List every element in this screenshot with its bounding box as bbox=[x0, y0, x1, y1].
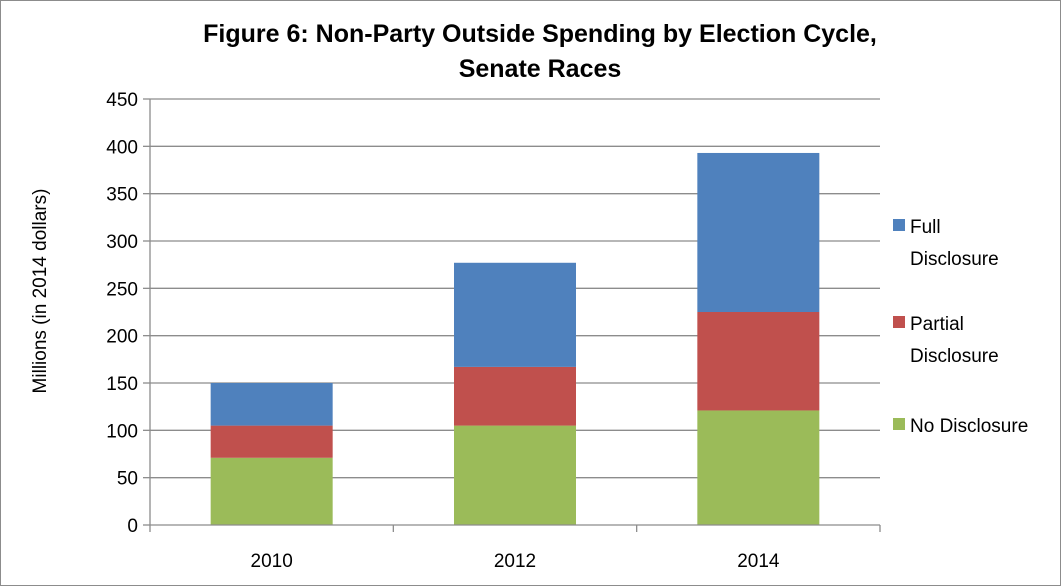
bar-full-disclosure-2012 bbox=[454, 262, 576, 367]
y-tick-label: 50 bbox=[117, 469, 138, 490]
legend-swatch bbox=[893, 219, 905, 231]
legend-item-no-disclosure: No Disclosure bbox=[893, 416, 1028, 437]
legend-swatch bbox=[893, 316, 905, 328]
chart-title-line-2: Senate Races bbox=[459, 55, 622, 83]
bar-partial-disclosure-2014 bbox=[697, 312, 820, 411]
axes-group bbox=[143, 98, 881, 532]
bar-no-disclosure-2010 bbox=[210, 457, 333, 525]
bar-partial-disclosure-2012 bbox=[454, 366, 576, 426]
y-tick-label: 300 bbox=[106, 232, 138, 253]
x-tick-label: 2014 bbox=[737, 551, 780, 572]
y-tick-label: 0 bbox=[127, 516, 138, 537]
legend-swatch bbox=[893, 418, 905, 430]
bars-group bbox=[210, 152, 820, 525]
y-tick-label: 150 bbox=[106, 374, 138, 395]
y-tick-labels: 0 50 100 150 200 250 300 350 400 450 bbox=[106, 90, 138, 537]
legend-label: Full bbox=[910, 217, 941, 238]
legend: Full Disclosure Partial Disclosure No Disclo… bbox=[893, 217, 1028, 437]
legend-item-partial-disclosure: Partial Disclosure bbox=[893, 314, 999, 367]
y-tick-label: 400 bbox=[106, 137, 138, 158]
x-tick-label: 2012 bbox=[494, 551, 536, 572]
y-tick-label: 250 bbox=[106, 279, 138, 300]
bar-no-disclosure-2012 bbox=[454, 425, 576, 525]
chart-title-line-1: Figure 6: Non-Party Outside Spending by … bbox=[203, 20, 877, 48]
legend-label: No Disclosure bbox=[910, 416, 1028, 437]
bar-no-disclosure-2014 bbox=[697, 410, 820, 525]
bar-full-disclosure-2014 bbox=[697, 152, 820, 312]
bar-partial-disclosure-2010 bbox=[210, 425, 333, 458]
y-tick-label: 100 bbox=[106, 421, 138, 442]
bar-full-disclosure-2010 bbox=[210, 383, 333, 426]
x-tick-labels: 2010 2012 2014 bbox=[251, 551, 780, 572]
legend-label: Partial bbox=[910, 314, 964, 335]
x-tick-label: 2010 bbox=[251, 551, 293, 572]
legend-label: Disclosure bbox=[910, 249, 999, 270]
y-tick-label: 450 bbox=[106, 90, 138, 111]
y-tick-label: 200 bbox=[106, 327, 138, 348]
legend-item-full-disclosure: Full Disclosure bbox=[893, 217, 999, 270]
y-tick-label: 350 bbox=[106, 185, 138, 206]
y-axis-label: Millions (in 2014 dollars) bbox=[30, 189, 51, 394]
legend-label: Disclosure bbox=[910, 346, 999, 367]
